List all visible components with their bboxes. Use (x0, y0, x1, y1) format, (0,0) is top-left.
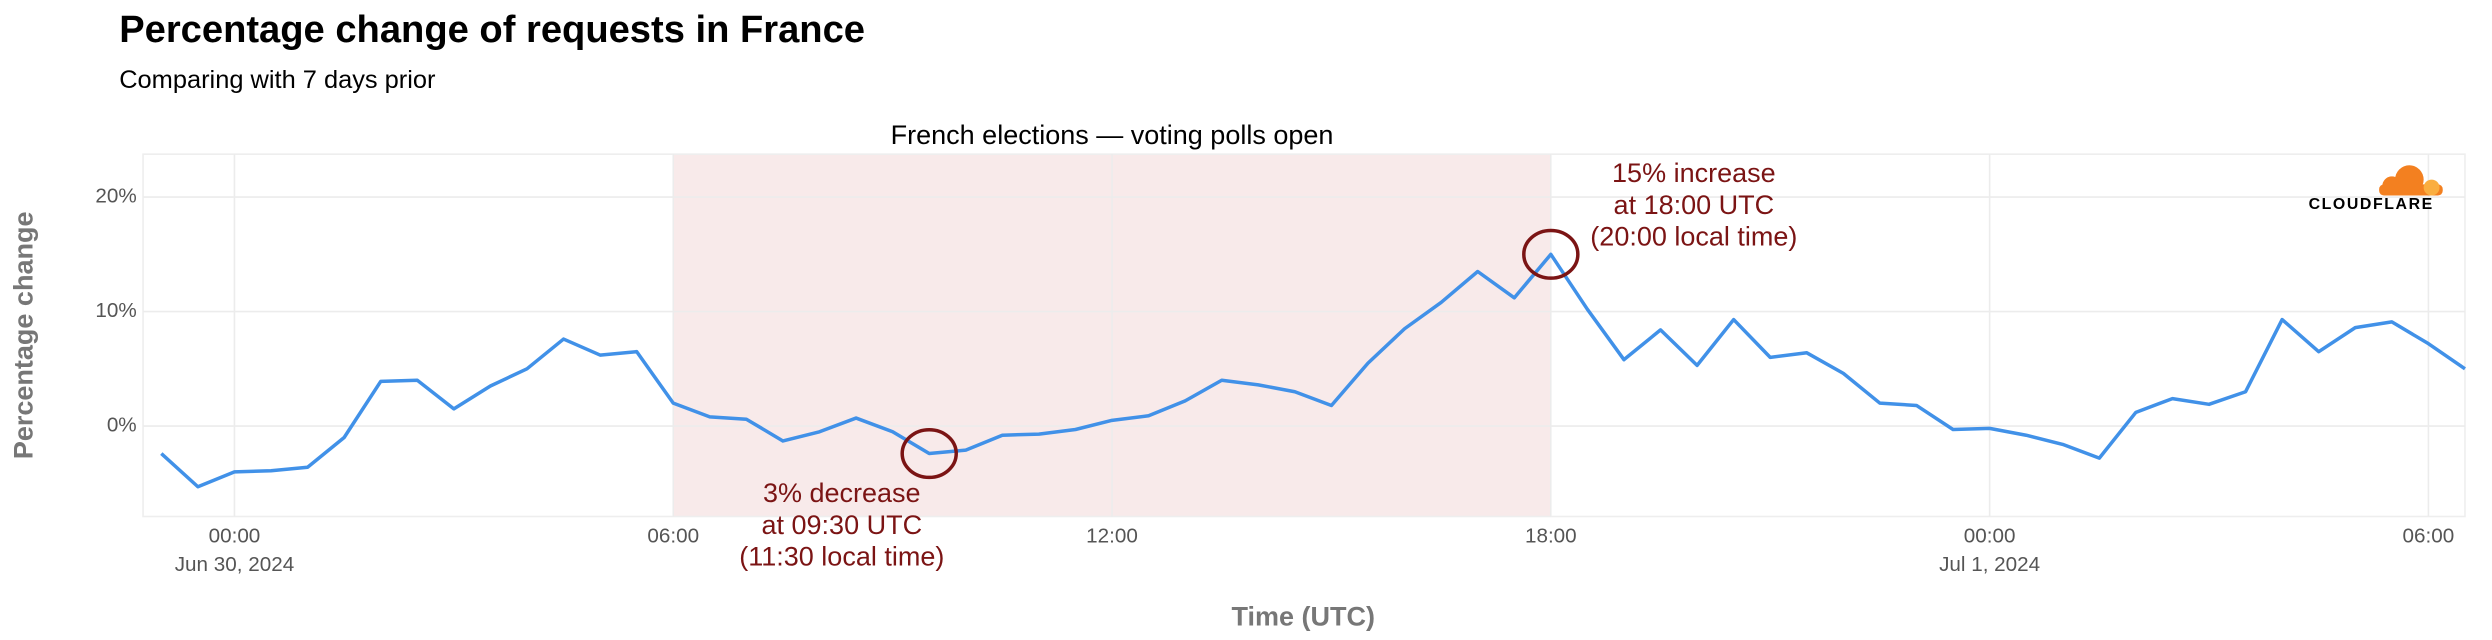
x-tick-label: 00:00 (209, 525, 261, 548)
x-tick-label: 18:00 (1525, 525, 1577, 548)
annotation-circle (1522, 228, 1580, 280)
annotation-text: at 09:30 UTC (762, 510, 923, 540)
logo: CLOUDFLARE (2309, 165, 2443, 213)
logo-text: CLOUDFLARE (2309, 196, 2434, 213)
x-tick-date: Jul 1, 2024 (1939, 553, 2040, 576)
chart-title: Percentage change of requests in France (119, 8, 865, 51)
y-tick-label: 0% (107, 414, 137, 437)
x-tick-label: 12:00 (1086, 525, 1138, 548)
annotation-text: at 18:00 UTC (1614, 190, 1775, 220)
x-axis-label: Time (UTC) (1231, 601, 1375, 631)
x-tick-label: 06:00 (647, 525, 699, 548)
y-tick-label: 20% (95, 185, 136, 208)
y-axis-label: Percentage change (9, 212, 39, 460)
annotation-text: (20:00 local time) (1590, 222, 1797, 252)
annotation-text: (11:30 local time) (739, 542, 944, 572)
highlight-label: French elections — voting polls open (891, 120, 1334, 150)
annotation-circle (900, 427, 958, 480)
plot-frame (142, 153, 2466, 518)
x-tick-date: Jun 30, 2024 (175, 553, 294, 576)
logo-cloud (2423, 179, 2440, 196)
x-tick-label: 00:00 (1964, 525, 2016, 548)
y-tick-label: 10% (95, 299, 136, 322)
x-tick-label: 06:00 (2403, 525, 2455, 548)
annotation-text: 3% decrease (763, 478, 921, 508)
data-line (160, 252, 2466, 489)
chart-subtitle: Comparing with 7 days prior (119, 66, 436, 94)
annotation-text: 15% increase (1612, 158, 1776, 188)
